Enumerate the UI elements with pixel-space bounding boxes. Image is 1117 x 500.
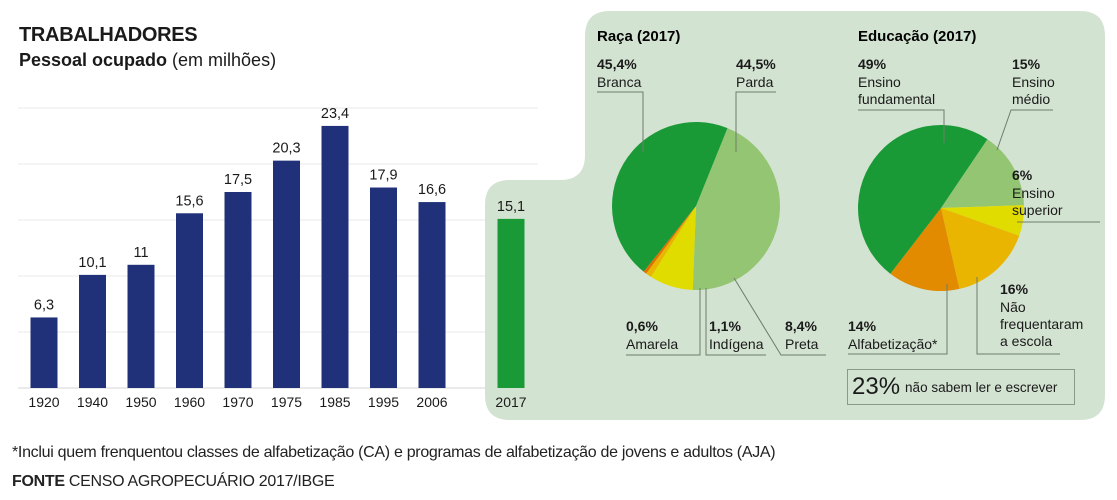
bar-1940: [79, 274, 106, 388]
bar-1975: [273, 160, 300, 388]
education-slice-alfabetização-: [890, 208, 960, 291]
bar-value-label: 15,1: [497, 199, 525, 215]
x-tick-label: 1960: [174, 394, 205, 410]
x-tick-label: 2017: [495, 394, 526, 410]
chart-title: TRABALHADORES: [19, 24, 198, 46]
bar-1985: [321, 125, 349, 389]
leader-line: [858, 109, 945, 143]
education-pie: [858, 125, 1024, 291]
bar-1995: [370, 187, 397, 388]
race-indigena-label: Indígena: [709, 336, 764, 352]
bar-value-label: 17,5: [224, 172, 252, 188]
bar-value-label: 6,3: [34, 297, 54, 313]
race-slice-branca: [612, 121, 728, 272]
x-tick-label: 1970: [222, 394, 253, 410]
bar-value-label: 23,4: [321, 106, 349, 122]
pie-labels: Raça (2017) Educação (2017) 45,4% Branca 44,…: [597, 28, 1083, 352]
race-slice-indígena: [646, 206, 696, 277]
edu-superior-label: Ensino: [1012, 185, 1055, 201]
education-slice-ensino-superior: [941, 205, 1024, 236]
edu-superior-label: superior: [1012, 202, 1063, 218]
edu-nao-frequentaram-label: frequentaram: [1000, 316, 1083, 332]
edu-nao-frequentaram-label: Não: [1000, 299, 1026, 315]
leader-line: [733, 277, 826, 356]
leader-lines: [597, 91, 1100, 356]
education-slice-não-frequentaram-a-escola: [941, 208, 1020, 289]
bar-value-label: 17,9: [369, 168, 397, 184]
bar-1960: [176, 213, 203, 388]
x-tick-label: 2006: [416, 394, 447, 410]
education-pie-title: Educação (2017): [858, 28, 976, 45]
race-slice-preta: [650, 206, 696, 290]
edu-nao-frequentaram-percent: 16%: [1000, 281, 1029, 297]
bar-2017: [497, 218, 525, 388]
highlight-panel-background: [485, 11, 1105, 420]
footnote: *Inclui quem frenquentou classes de alfa…: [12, 444, 776, 461]
summary-percent: 23%: [852, 373, 901, 400]
leader-line: [976, 277, 1060, 355]
bar-value-label: 15,6: [175, 193, 203, 209]
edu-fundamental-label: Ensino: [858, 74, 901, 90]
edu-medio-label: médio: [1012, 91, 1050, 107]
race-preta-label: Preta: [785, 336, 819, 352]
subtitle-unit: (em milhões): [167, 50, 277, 70]
race-slice-amarela: [643, 206, 696, 274]
bar-1970: [224, 192, 252, 388]
x-tick-label: 1940: [77, 394, 108, 410]
bar-1920: [30, 317, 58, 388]
race-pie: [612, 121, 781, 290]
race-branca-label: Branca: [597, 74, 642, 90]
edu-superior-percent: 6%: [1012, 167, 1033, 183]
race-parda-label: Parda: [736, 74, 774, 90]
leader-line: [735, 91, 776, 152]
bar-value-label: 10,1: [78, 255, 106, 271]
x-tick-label: 1975: [271, 394, 302, 410]
race-amarela-label: Amarela: [626, 336, 678, 352]
source-label: FONTE: [12, 473, 65, 490]
bar-value-label: 11: [133, 245, 148, 261]
leader-line: [996, 109, 1053, 151]
chart-subtitle: Pessoal ocupado (em milhões): [19, 50, 276, 71]
race-branca-percent: 45,4%: [597, 56, 637, 72]
race-parda-percent: 44,5%: [736, 56, 776, 72]
edu-alfabetizacao-label: Alfabetização*: [848, 336, 938, 352]
leader-line: [597, 91, 644, 152]
edu-nao-frequentaram-label: a escola: [1000, 333, 1052, 349]
x-tick-label: 1995: [368, 394, 399, 410]
leader-line: [848, 284, 948, 355]
edu-fundamental-label: fundamental: [858, 91, 935, 107]
bar-value-label: 16,6: [418, 182, 446, 198]
race-pie-title: Raça (2017): [597, 28, 680, 45]
leader-line: [626, 288, 701, 356]
leader-line: [705, 288, 766, 356]
race-slice-parda: [692, 128, 781, 290]
race-indigena-percent: 1,1%: [709, 318, 741, 334]
edu-medio-percent: 15%: [1012, 56, 1041, 72]
bar-2006: [418, 202, 446, 388]
illiteracy-summary-box: 23% não sabem ler e escrever: [847, 369, 1075, 405]
x-tick-label: 1950: [125, 394, 156, 410]
subtitle-bold: Pessoal ocupado: [19, 50, 168, 70]
summary-text: não sabem ler e escrever: [905, 379, 1058, 395]
bar-value-label: 20,3: [272, 141, 300, 157]
x-tick-label: 1985: [319, 394, 350, 410]
source-credit: FONTE CENSO AGROPECUÁRIO 2017/IBGE: [12, 473, 335, 491]
bar-1950: [127, 264, 155, 388]
x-tick-label: 1920: [28, 394, 59, 410]
education-slice-ensino-médio: [941, 139, 1024, 208]
education-slice-ensino-fundamental: [858, 125, 988, 274]
edu-medio-label: Ensino: [1012, 74, 1055, 90]
race-preta-percent: 8,4%: [785, 318, 817, 334]
bars: 6,3 1920 10,1 1940 11 1950 15,6 1960 17,5 1970 20,…: [28, 106, 526, 410]
race-amarela-percent: 0,6%: [626, 318, 658, 334]
edu-alfabetizacao-percent: 14%: [848, 318, 877, 334]
source-text: CENSO AGROPECUÁRIO 2017/IBGE: [64, 473, 335, 490]
edu-fundamental-percent: 49%: [858, 56, 887, 72]
